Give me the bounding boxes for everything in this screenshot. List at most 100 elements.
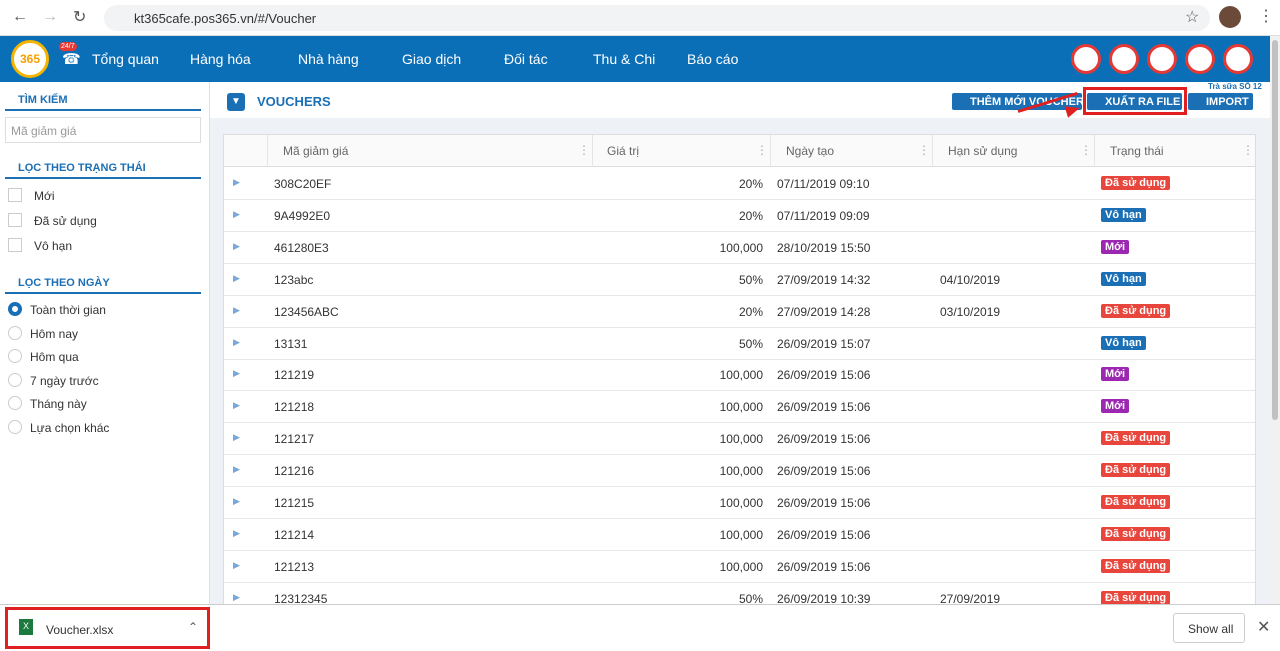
nav-bar: 365 ☎ 24/7 Tổng quan Hàng hóa Nhà hàng Giao… bbox=[0, 36, 1280, 82]
voucher-table bbox=[223, 134, 1256, 614]
status-badge: Đã sử dụng bbox=[1101, 495, 1171, 509]
forward-button[interactable]: → bbox=[42, 8, 58, 25]
phone-icon[interactable]: ☎ bbox=[62, 51, 81, 68]
row-expander[interactable]: ▶ bbox=[233, 496, 240, 506]
cell-code: 121219 bbox=[274, 368, 315, 383]
row-expander[interactable]: ▶ bbox=[233, 559, 240, 570]
date-option[interactable]: 7 ngày trước bbox=[30, 373, 99, 388]
row-expander[interactable]: ▶ bbox=[233, 527, 240, 538]
column-header[interactable]: Trạng thái bbox=[1110, 144, 1164, 158]
header-button[interactable]: IMPORT bbox=[1188, 93, 1253, 110]
cell-code: 121216 bbox=[274, 464, 315, 479]
row-divider bbox=[224, 294, 1255, 296]
column-menu[interactable]: ⋮ bbox=[1080, 143, 1092, 157]
header-icon[interactable] bbox=[1109, 44, 1139, 74]
date-option[interactable]: Hôm qua bbox=[30, 350, 79, 364]
column-separator bbox=[592, 135, 593, 167]
browser-bar: ← → ↻ kt365cafe.pos365.vn/#/Voucher ☆ ⋮ bbox=[0, 0, 1280, 36]
download-menu[interactable]: ⌃ bbox=[188, 620, 199, 634]
status-badge: Mới bbox=[1101, 239, 1130, 254]
column-menu[interactable]: ⋮ bbox=[918, 143, 930, 157]
row-expander[interactable]: ▶ bbox=[233, 591, 240, 602]
section-title: LỌC THEO NGÀY bbox=[5, 277, 201, 294]
show-all-button[interactable]: Show all bbox=[1173, 613, 1245, 643]
radio[interactable] bbox=[8, 372, 22, 387]
row-expander[interactable]: ▶ bbox=[233, 208, 240, 219]
row-expander[interactable]: ▶ bbox=[233, 272, 240, 283]
date-option[interactable]: Tháng này bbox=[30, 397, 87, 411]
cell-value: 100,000 bbox=[719, 432, 763, 447]
checkbox[interactable] bbox=[8, 238, 22, 252]
column-menu[interactable]: ⋮ bbox=[578, 143, 590, 157]
status-option[interactable]: Mới bbox=[34, 189, 55, 203]
header-icon[interactable] bbox=[1147, 44, 1177, 74]
filter-toggle[interactable]: ▼ bbox=[227, 93, 245, 111]
cell-created: 07/11/2019 09:09 bbox=[777, 208, 870, 223]
column-header[interactable]: Giá trị bbox=[607, 144, 640, 158]
cell-created: 26/09/2019 15:06 bbox=[777, 527, 871, 542]
checkbox[interactable] bbox=[8, 213, 22, 227]
header-button[interactable]: XUẤT RA FILE bbox=[1087, 93, 1182, 110]
cell-value: 100,000 bbox=[719, 240, 763, 255]
header-icon[interactable] bbox=[1223, 44, 1253, 74]
row-expander[interactable]: ▶ bbox=[233, 464, 240, 475]
column-header[interactable]: Hạn sử dụng bbox=[948, 144, 1018, 158]
checkbox[interactable] bbox=[8, 188, 22, 202]
status-option[interactable]: Vô hạn bbox=[34, 239, 73, 253]
row-expander[interactable]: ▶ bbox=[233, 400, 240, 411]
bookmark-star[interactable]: ☆ bbox=[1185, 9, 1200, 26]
row-expander[interactable]: ▶ bbox=[233, 336, 240, 347]
cell-created: 28/10/2019 15:50 bbox=[777, 240, 871, 255]
reload-button[interactable]: ↻ bbox=[73, 9, 87, 26]
nav-item[interactable]: Báo cáo bbox=[687, 51, 739, 67]
cell-code: 123456ABC bbox=[274, 304, 339, 319]
cell-value: 100,000 bbox=[719, 527, 763, 542]
profile-avatar[interactable] bbox=[1219, 6, 1241, 28]
row-expander[interactable]: ▶ bbox=[233, 177, 240, 187]
column-menu[interactable]: ⋮ bbox=[1242, 143, 1254, 157]
cell-value: 50% bbox=[738, 591, 763, 606]
date-option[interactable]: Lựa chọn khác bbox=[30, 420, 110, 435]
cell-value: 50% bbox=[738, 336, 763, 351]
cell-created: 07/11/2019 09:10 bbox=[777, 177, 870, 191]
row-expander[interactable]: ▶ bbox=[233, 432, 240, 443]
menu-button[interactable]: ⋮ bbox=[1258, 8, 1274, 25]
header-icon[interactable] bbox=[1071, 44, 1101, 74]
nav-item[interactable]: Tổng quan bbox=[92, 51, 159, 67]
header-icon[interactable] bbox=[1185, 44, 1215, 74]
date-option[interactable]: Toàn thời gian bbox=[30, 303, 106, 317]
radio[interactable] bbox=[8, 325, 22, 340]
nav-item[interactable]: Nhà hàng bbox=[298, 51, 359, 67]
nav-item[interactable]: Thu & Chi bbox=[593, 51, 656, 67]
cell-code: 121214 bbox=[274, 527, 315, 542]
download-file[interactable]: Voucher.xlsx bbox=[46, 623, 114, 637]
address-bar[interactable]: kt365cafe.pos365.vn/#/Voucher bbox=[104, 5, 1210, 31]
annotation-box bbox=[1083, 87, 1187, 115]
cell-code: 13131 bbox=[274, 336, 308, 351]
radio[interactable] bbox=[8, 349, 22, 363]
radio[interactable] bbox=[8, 302, 22, 316]
column-menu[interactable]: ⋮ bbox=[756, 143, 768, 157]
row-expander[interactable]: ▶ bbox=[233, 240, 240, 251]
cell-created: 26/09/2019 15:06 bbox=[777, 496, 871, 510]
column-header[interactable]: Mã giảm giá bbox=[283, 144, 349, 158]
annotation-box bbox=[5, 607, 210, 649]
cell-code: 12312345 bbox=[274, 591, 328, 606]
nav-item[interactable]: Hàng hóa bbox=[190, 51, 251, 67]
row-expander[interactable]: ▶ bbox=[233, 368, 240, 379]
row-expander[interactable]: ▶ bbox=[233, 304, 240, 315]
search-input[interactable]: Mã giảm giá bbox=[5, 117, 201, 143]
column-header[interactable]: Ngày tạo bbox=[786, 144, 835, 158]
cell-created: 26/09/2019 15:06 bbox=[777, 400, 871, 415]
nav-item[interactable]: Đối tác bbox=[504, 51, 548, 67]
date-option[interactable]: Hôm nay bbox=[30, 326, 79, 341]
logo[interactable]: 365 bbox=[11, 40, 49, 78]
radio[interactable] bbox=[8, 396, 22, 410]
radio[interactable] bbox=[8, 419, 22, 434]
status-badge: Đã sử dụng bbox=[1101, 431, 1171, 446]
row-divider bbox=[224, 486, 1255, 488]
close-download-bar[interactable]: ✕ bbox=[1257, 619, 1271, 636]
nav-item[interactable]: Giao dịch bbox=[402, 51, 462, 67]
status-option[interactable]: Đã sử dụng bbox=[34, 214, 97, 228]
back-button[interactable]: ← bbox=[12, 8, 28, 25]
